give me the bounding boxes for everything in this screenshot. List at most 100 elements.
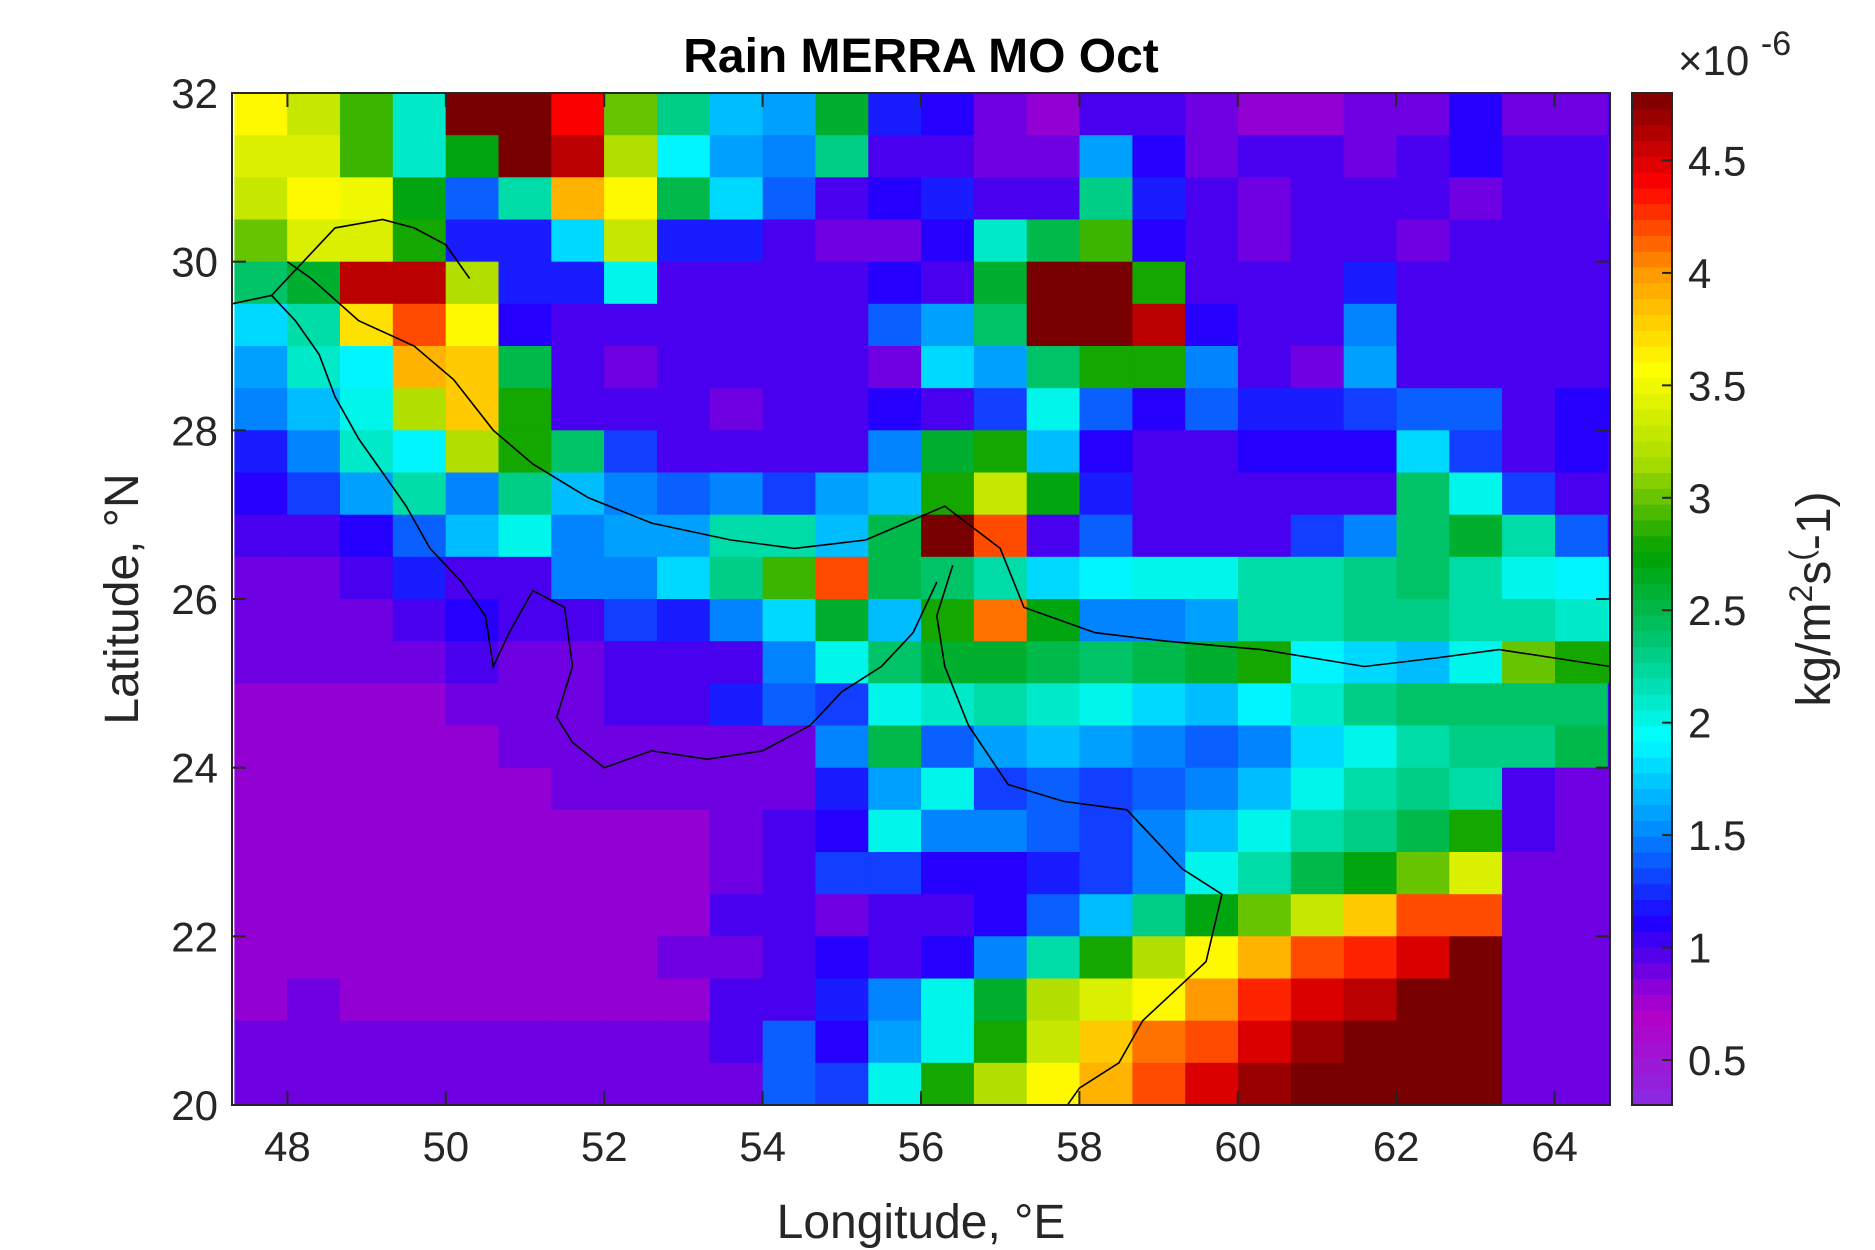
heatmap-cell bbox=[1502, 936, 1556, 980]
chart-title: Rain MERRA MO Oct bbox=[683, 30, 1159, 83]
colorbar-label-sup2: ( bbox=[1783, 550, 1819, 561]
heatmap-cell bbox=[1079, 346, 1134, 389]
heatmap-cell bbox=[340, 1062, 394, 1105]
heatmap-cell bbox=[868, 93, 922, 136]
heatmap-cell bbox=[1290, 514, 1345, 558]
heatmap-cell bbox=[1396, 430, 1451, 474]
heatmap-cell bbox=[392, 514, 447, 558]
heatmap-cell bbox=[340, 514, 394, 558]
heatmap-cell bbox=[604, 1020, 658, 1064]
heatmap-cells bbox=[234, 93, 1873, 1106]
heatmap-cell bbox=[1290, 683, 1345, 727]
heatmap-cell bbox=[973, 219, 1028, 263]
colorbar-swatch bbox=[1632, 646, 1672, 663]
heatmap-cell bbox=[287, 346, 341, 389]
heatmap-cell bbox=[551, 599, 605, 642]
heatmap-cell bbox=[551, 303, 605, 347]
heatmap-cell bbox=[868, 514, 922, 558]
heatmap-cell bbox=[762, 1062, 817, 1105]
heatmap-cell bbox=[1238, 556, 1292, 600]
heatmap-cell bbox=[604, 936, 658, 980]
heatmap-cell bbox=[604, 135, 658, 179]
heatmap-cell bbox=[498, 683, 553, 727]
heatmap-cell bbox=[1079, 430, 1134, 474]
heatmap-cell bbox=[1502, 725, 1556, 769]
heatmap-cell bbox=[921, 219, 975, 263]
heatmap-cell bbox=[762, 894, 817, 938]
heatmap-cell bbox=[1343, 936, 1398, 980]
colorbar-swatch bbox=[1632, 108, 1672, 126]
heatmap-cell bbox=[1766, 726, 1820, 769]
heatmap-cell bbox=[234, 641, 288, 685]
heatmap-cell bbox=[1185, 725, 1239, 769]
heatmap-cell bbox=[1713, 220, 1767, 263]
heatmap-cell bbox=[392, 725, 447, 769]
heatmap-cell bbox=[1396, 388, 1451, 432]
heatmap-cell bbox=[973, 346, 1028, 389]
heatmap-cell bbox=[604, 219, 658, 263]
heatmap-cell bbox=[973, 725, 1028, 769]
heatmap-cell bbox=[709, 1020, 764, 1064]
heatmap-cell bbox=[604, 852, 658, 895]
heatmap-cell bbox=[973, 1020, 1028, 1064]
colorbar-swatch bbox=[1632, 377, 1672, 394]
heatmap-cell bbox=[1079, 978, 1134, 1022]
heatmap-cell bbox=[1449, 556, 1503, 600]
heatmap-cell bbox=[1185, 93, 1239, 136]
heatmap-cell bbox=[709, 430, 764, 474]
heatmap-cell bbox=[657, 641, 711, 685]
heatmap-cell bbox=[1238, 809, 1292, 853]
heatmap-cell bbox=[1343, 683, 1398, 727]
heatmap-cell bbox=[234, 556, 288, 600]
colorbar: 0.5 1 1.5 2 2.5 3 3.5 4 4.5 bbox=[1631, 92, 1746, 1106]
heatmap-cell bbox=[604, 303, 658, 347]
heatmap-cell bbox=[1819, 1063, 1873, 1106]
heatmap-cell bbox=[1185, 683, 1239, 727]
heatmap-cell bbox=[498, 641, 553, 685]
heatmap-cell bbox=[1026, 767, 1081, 811]
heatmap-cell bbox=[287, 641, 341, 685]
heatmap-cell bbox=[1607, 809, 1610, 853]
heatmap-cell bbox=[657, 936, 711, 980]
heatmap-cell bbox=[815, 514, 869, 558]
heatmap-cell bbox=[1290, 219, 1345, 263]
heatmap-cell bbox=[287, 1062, 341, 1105]
heatmap-cell bbox=[1396, 135, 1451, 179]
heatmap-cell bbox=[1502, 388, 1556, 432]
heatmap-cell bbox=[868, 135, 922, 179]
colorbar-swatch bbox=[1632, 867, 1672, 885]
heatmap-cell bbox=[604, 430, 658, 474]
heatmap-cell bbox=[1026, 135, 1081, 179]
heatmap-cell bbox=[1238, 177, 1292, 221]
heatmap-cell bbox=[1396, 1020, 1451, 1064]
heatmap-cell bbox=[1502, 219, 1556, 263]
heatmap-cell bbox=[287, 388, 341, 432]
heatmap-cell bbox=[1766, 304, 1820, 347]
colorbar-swatch bbox=[1632, 994, 1672, 1011]
heatmap-cell bbox=[1766, 220, 1820, 263]
heatmap-cell bbox=[815, 93, 869, 136]
heatmap-cell bbox=[1713, 979, 1767, 1022]
heatmap-cell bbox=[1555, 978, 1609, 1022]
heatmap-cell bbox=[392, 978, 447, 1022]
x-tick-label: 60 bbox=[1214, 1123, 1261, 1170]
heatmap-cell bbox=[1502, 514, 1556, 558]
heatmap-cell bbox=[1449, 936, 1503, 980]
heatmap-cell bbox=[1185, 303, 1239, 347]
heatmap-cell bbox=[392, 261, 447, 305]
heatmap-cell bbox=[340, 1020, 394, 1064]
colorbar-swatch bbox=[1632, 219, 1672, 236]
heatmap-cell bbox=[1026, 683, 1081, 727]
heatmap-cell bbox=[1026, 514, 1081, 558]
heatmap-cell bbox=[921, 767, 975, 811]
heatmap-cell bbox=[551, 261, 605, 305]
heatmap-cell bbox=[973, 978, 1028, 1022]
heatmap-cell bbox=[868, 303, 922, 347]
heatmap-cell bbox=[1238, 261, 1292, 305]
heatmap-cell bbox=[1290, 556, 1345, 600]
heatmap-cell bbox=[234, 852, 288, 895]
heatmap-cell bbox=[445, 346, 500, 389]
heatmap-cell bbox=[1607, 767, 1610, 811]
heatmap-cell bbox=[287, 978, 341, 1022]
